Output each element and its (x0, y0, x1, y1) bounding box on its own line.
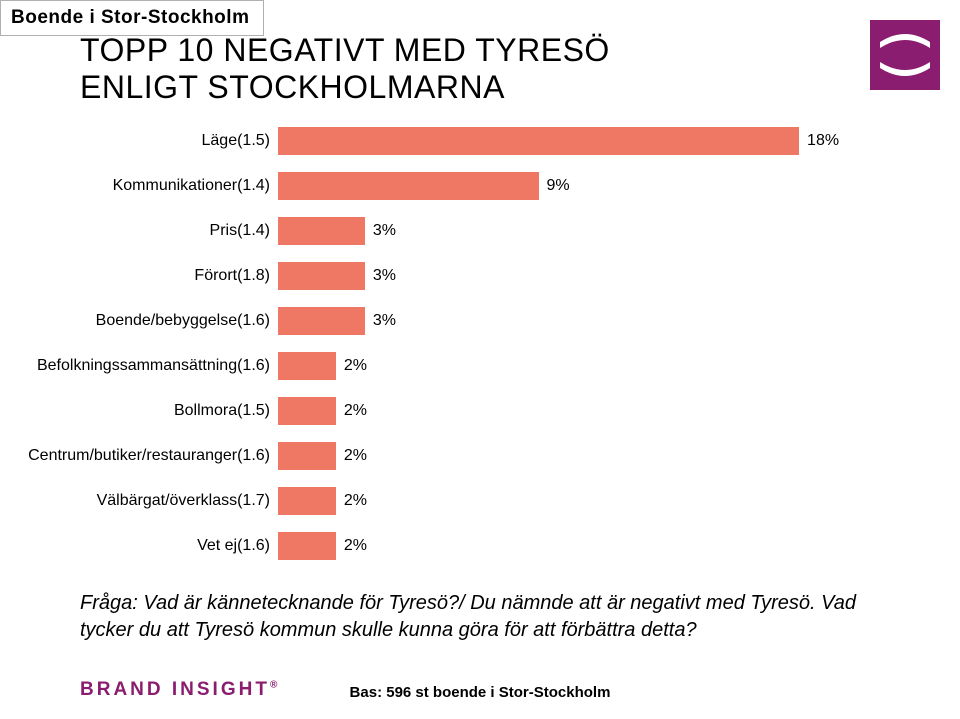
chart-row: Centrum/butiker/restauranger(1.6) 2% (0, 433, 940, 478)
question-lead: Fråga: Vad är kännetecknande för Tyresö? (80, 592, 459, 614)
value-label: 2% (336, 402, 367, 420)
survey-header-text: Boende i Stor-Stockholm (11, 7, 249, 28)
category-label: Boende/bebyggelse(1.6) (0, 312, 278, 330)
value-label: 2% (336, 357, 367, 375)
chart-row: Vet ej(1.6) 2% (0, 523, 940, 568)
base-label: Bas: 596 st boende i Stor-Stockholm (350, 684, 611, 701)
bar-track: 2% (278, 487, 940, 515)
question-text: Fråga: Vad är kännetecknande för Tyresö?… (80, 590, 900, 644)
bar-track: 18% (278, 127, 940, 155)
chart-row: Välbärgat/överklass(1.7) 2% (0, 478, 940, 523)
negative-top10-chart: Läge(1.5) 18% Kommunikationer(1.4) 9% Pris(1… (0, 118, 940, 568)
category-label: Vet ej(1.6) (0, 537, 278, 555)
chart-row: Kommunikationer(1.4) 9% (0, 163, 940, 208)
bar (278, 352, 336, 380)
title-line-2: ENLIGT STOCKHOLMARNA (80, 69, 505, 105)
category-label: Välbärgat/överklass(1.7) (0, 492, 278, 510)
bar (278, 442, 336, 470)
category-label: Bollmora(1.5) (0, 402, 278, 420)
page-title: TOPP 10 NEGATIVT MED TYRESÖ ENLIGT STOCK… (80, 32, 610, 106)
chart-row: Befolkningssammansättning(1.6) 2% (0, 343, 940, 388)
value-label: 18% (799, 132, 839, 150)
bar (278, 217, 365, 245)
value-label: 9% (539, 177, 570, 195)
bar (278, 397, 336, 425)
value-label: 2% (336, 447, 367, 465)
bar (278, 127, 799, 155)
chart-row: Läge(1.5) 18% (0, 118, 940, 163)
bar (278, 532, 336, 560)
category-label: Förort(1.8) (0, 267, 278, 285)
bar-track: 2% (278, 397, 940, 425)
bar-track: 2% (278, 532, 940, 560)
category-label: Pris(1.4) (0, 222, 278, 240)
chart-row: Boende/bebyggelse(1.6) 3% (0, 298, 940, 343)
bar-track: 9% (278, 172, 940, 200)
bar-track: 2% (278, 352, 940, 380)
bar-track: 3% (278, 262, 940, 290)
bar (278, 262, 365, 290)
chart-row: Förort(1.8) 3% (0, 253, 940, 298)
bar (278, 307, 365, 335)
title-line-1: TOPP 10 NEGATIVT MED TYRESÖ (80, 32, 610, 68)
category-label: Kommunikationer(1.4) (0, 177, 278, 195)
value-label: 3% (365, 222, 396, 240)
bar (278, 172, 539, 200)
category-label: Befolkningssammansättning(1.6) (0, 357, 278, 375)
base-text: Bas: 596 st boende i Stor-Stockholm (0, 684, 960, 701)
chart-row: Bollmora(1.5) 2% (0, 388, 940, 433)
value-label: 3% (365, 312, 396, 330)
category-label: Läge(1.5) (0, 132, 278, 150)
bar-track: 2% (278, 442, 940, 470)
bar-track: 3% (278, 217, 940, 245)
bar (278, 487, 336, 515)
value-label: 2% (336, 537, 367, 555)
value-label: 3% (365, 267, 396, 285)
brand-logo (870, 20, 940, 90)
survey-header-box: Boende i Stor-Stockholm (0, 0, 264, 36)
value-label: 2% (336, 492, 367, 510)
bar-track: 3% (278, 307, 940, 335)
category-label: Centrum/butiker/restauranger(1.6) (0, 447, 278, 465)
chart-row: Pris(1.4) 3% (0, 208, 940, 253)
